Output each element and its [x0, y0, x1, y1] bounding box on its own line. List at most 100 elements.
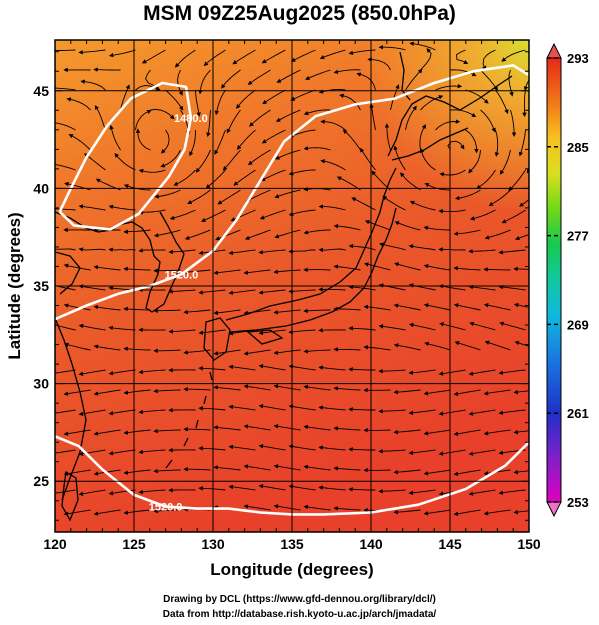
streamline-arrow [384, 123, 391, 151]
ryukyu-islands [165, 371, 213, 469]
streamline-arrow [453, 229, 481, 236]
streamline-arrow [393, 469, 421, 475]
streamline-arrow [123, 306, 151, 312]
streamline-arrow [222, 149, 241, 171]
streamline-arrow [138, 369, 166, 375]
streamline-arrow [480, 69, 498, 91]
streamline-arrow [288, 169, 316, 176]
streamline-arrow [336, 176, 361, 191]
streamline-arrow [498, 249, 526, 255]
colorbar-top-arrow [546, 42, 562, 59]
streamline-arrow [108, 49, 136, 58]
streamline-arrow [501, 49, 526, 62]
colorbar-tick-label: 261 [567, 406, 589, 421]
streamline-arrow [78, 247, 106, 252]
y-tick-label: 30 [33, 376, 49, 392]
streamline-arrow [513, 469, 529, 475]
streamline-arrow [195, 89, 201, 117]
x-axis-label: Longitude (degrees) [210, 560, 373, 579]
streamline-arrow [405, 68, 423, 91]
streamline-arrow [214, 89, 226, 116]
streamline-arrow [356, 72, 376, 91]
lat-lon-grid [55, 40, 529, 532]
streamline-arrow [258, 444, 286, 451]
streamline-arrow [363, 304, 391, 311]
streamline-arrow [408, 489, 436, 496]
streamline-arrow [288, 444, 316, 451]
x-tick-label: 140 [359, 536, 383, 552]
streamline-arrow [518, 129, 526, 157]
streamline-arrow [153, 428, 181, 434]
streamline-arrow [273, 269, 301, 275]
y-tick-label: 25 [33, 473, 49, 489]
streamline-arrow [468, 149, 481, 174]
streamline-arrow [468, 489, 496, 496]
streamline-arrow [114, 153, 136, 171]
streamline-arrow [153, 308, 181, 313]
streamline-arrow [303, 424, 331, 431]
streamline-arrow [228, 249, 256, 256]
streamline-arrow [123, 229, 151, 234]
streamline-arrow [78, 284, 106, 291]
streamline-arrow [378, 448, 406, 454]
streamline-arrow [78, 323, 106, 331]
streamline-arrow [333, 69, 361, 75]
streamline-arrow [123, 509, 151, 515]
colorbar-tick-label: 285 [567, 140, 589, 155]
streamline-arrow [214, 129, 226, 155]
streamline-arrow [183, 426, 211, 432]
streamline-arrow [93, 265, 121, 271]
streamline-arrow [78, 49, 106, 55]
streamline-arrow [138, 168, 166, 174]
streamline-arrow [453, 469, 481, 476]
streamline-arrow [154, 189, 181, 199]
streamline-arrow [290, 49, 316, 62]
streamline-arrow [273, 384, 301, 391]
streamline-arrow [261, 129, 286, 144]
streamline-arrow [63, 429, 91, 436]
streamline-arrow [364, 262, 391, 271]
streamline-arrow [108, 369, 136, 376]
streamline-arrow [63, 389, 91, 396]
streamline-arrow [135, 109, 152, 131]
streamline-arrow [378, 368, 406, 374]
streamline-arrow [108, 204, 136, 211]
streamline-arrow [213, 309, 241, 316]
streamline-arrow [243, 424, 271, 431]
streamline-arrow [206, 109, 211, 138]
contour-line [58, 81, 193, 231]
streamline-arrow [200, 209, 226, 222]
streamline-arrow [393, 389, 421, 395]
streamline-arrow [438, 449, 466, 456]
credits: Drawing by DCL (https://www.gfd-dennou.o… [0, 592, 599, 622]
streamline-arrow [438, 209, 466, 214]
streamline-arrow [153, 468, 181, 474]
streamline-arrow [183, 309, 211, 315]
streamline-arrow [320, 159, 346, 171]
latitude-ticks: 25 30 35 40 45 [33, 51, 529, 521]
streamline-arrow [173, 169, 196, 186]
streamline-arrow [63, 469, 91, 476]
streamline-arrow [378, 408, 406, 414]
streamline-arrow [450, 109, 477, 118]
streamline-arrow [63, 303, 91, 311]
credit-drawing: Drawing by DCL (https://www.gfd-dennou.o… [163, 594, 436, 605]
streamline-arrow [456, 49, 469, 65]
streamline-arrow [420, 95, 444, 111]
streamline-arrow [513, 266, 529, 272]
streamline-arrow [138, 209, 166, 215]
streamline-arrow [423, 429, 451, 436]
streamline-arrow [258, 249, 286, 255]
streamline-arrow [379, 242, 406, 251]
streamline-arrow [303, 504, 331, 511]
streamline-arrow [394, 221, 421, 231]
streamline-arrow [247, 69, 271, 85]
map-plot: 1480.0 1520.0 1520.0 120 125 130 135 140 145 150… [5, 39, 589, 579]
streamline-arrow [64, 342, 91, 351]
credit-data-source: Data from http://database.rish.kyoto-u.a… [162, 609, 437, 620]
streamline-arrow [453, 429, 481, 436]
streamline-arrow [359, 147, 376, 171]
streamline-arrow [378, 488, 406, 494]
streamline-arrow [93, 469, 121, 476]
streamline-arrow [393, 429, 421, 435]
